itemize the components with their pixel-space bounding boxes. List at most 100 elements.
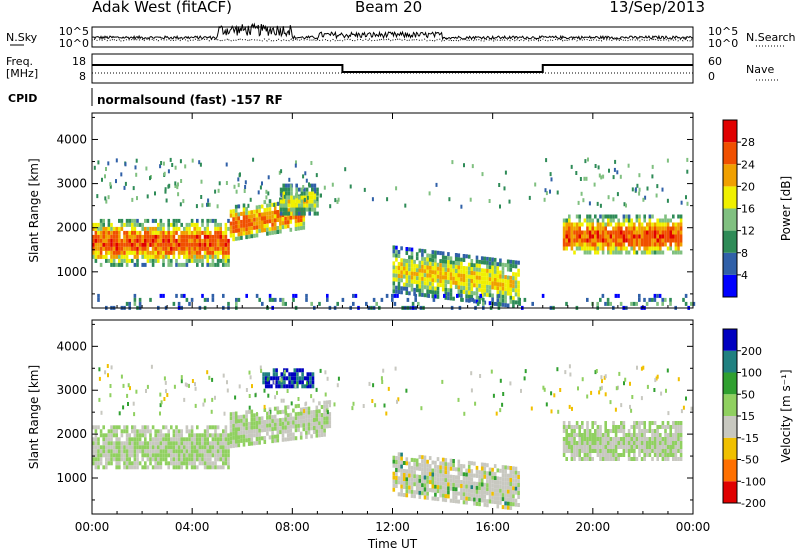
echo-cell <box>247 226 251 231</box>
echo-cell <box>622 429 626 433</box>
echo-cell <box>190 222 194 227</box>
echo-cell <box>486 268 489 273</box>
cpid-text: normalsound (fast) -157 RF <box>97 93 283 107</box>
echo-cell <box>622 218 626 223</box>
echo-cell <box>607 214 610 219</box>
echo-cell <box>452 487 455 491</box>
echo-cell <box>646 429 649 433</box>
echo-cell <box>266 411 269 416</box>
sparse-cell <box>638 187 641 192</box>
echo-cell <box>149 437 152 442</box>
echo-cell <box>643 250 646 255</box>
echo-cell <box>475 259 479 264</box>
echo-cell <box>496 278 500 283</box>
echo-cell <box>209 433 212 438</box>
echo-cell <box>216 254 220 259</box>
echo-cell <box>640 457 644 461</box>
echo-cell <box>664 429 667 433</box>
echo-cell <box>167 465 170 470</box>
echo-cell <box>426 459 429 464</box>
sparse-cell <box>263 404 266 409</box>
echo-cell <box>408 461 411 466</box>
echo-cell <box>478 494 481 499</box>
echo-cell <box>232 443 235 448</box>
echo-cell <box>594 238 597 243</box>
echo-cell <box>97 226 100 231</box>
echo-cell <box>159 437 163 442</box>
echo-cell <box>287 195 291 200</box>
echo-cell <box>159 226 163 231</box>
echo-cell <box>465 286 468 291</box>
sparse-cell <box>184 164 187 169</box>
echo-cell <box>638 222 641 227</box>
echo-cell <box>120 250 124 255</box>
echo-cell <box>237 220 241 225</box>
echo-cell <box>599 214 602 219</box>
echo-cell <box>491 471 494 476</box>
echo-cell <box>292 436 295 441</box>
echo-cell <box>162 226 165 231</box>
echo-cell <box>146 425 150 430</box>
echo-cell <box>462 480 466 485</box>
echo-cell <box>517 284 520 289</box>
echo-cell <box>583 230 587 235</box>
echo-cell <box>196 449 199 454</box>
echo-cell <box>596 449 600 453</box>
freq-label-2: [MHz] <box>6 67 38 80</box>
echo-cell <box>493 257 497 262</box>
echo-cell <box>423 265 427 270</box>
sparse-cell <box>218 181 221 186</box>
echo-cell <box>672 250 675 255</box>
echo-cell <box>227 242 230 247</box>
echo-cell <box>591 421 594 425</box>
echo-cell <box>578 433 581 437</box>
echo-cell <box>284 429 287 434</box>
echo-cell <box>92 437 95 442</box>
echo-cell <box>253 429 256 434</box>
echo-cell <box>170 238 173 243</box>
echo-cell <box>172 461 176 466</box>
echo-cell <box>586 453 589 457</box>
echo-cell <box>447 470 450 475</box>
sparse-cell <box>690 406 693 411</box>
echo-cell <box>578 230 581 235</box>
echo-cell <box>133 250 137 255</box>
echo-cell <box>299 218 303 223</box>
echo-cell <box>480 462 484 467</box>
echo-cell <box>313 211 317 216</box>
echo-cell <box>514 490 518 495</box>
echo-cell <box>400 464 403 469</box>
echo-cell <box>622 441 626 445</box>
echo-cell <box>288 372 291 377</box>
echo-cell <box>167 250 170 255</box>
echo-cell <box>222 433 225 438</box>
echo-cell <box>674 441 678 445</box>
echo-cell <box>478 271 481 276</box>
echo-cell <box>185 238 189 243</box>
echo-cell <box>323 400 326 405</box>
echo-cell <box>456 293 459 298</box>
echo-cell <box>318 301 321 306</box>
echo-cell <box>491 491 494 496</box>
echo-cell <box>465 468 468 473</box>
sparse-cell <box>276 390 278 395</box>
echo-cell <box>397 274 401 278</box>
echo-cell <box>607 218 610 223</box>
echo-cell <box>315 405 319 410</box>
echo-cell <box>128 234 131 239</box>
echo-cell <box>279 229 282 234</box>
echo-cell <box>656 433 659 437</box>
echo-cell <box>400 452 403 457</box>
echo-cell <box>92 453 95 458</box>
echo-cell <box>232 423 235 428</box>
sparse-cell <box>160 161 163 165</box>
echo-cell <box>504 303 507 308</box>
sparse-cell <box>329 204 332 209</box>
echo-cell <box>175 258 178 263</box>
echo-cell <box>395 460 398 464</box>
echo-cell <box>643 421 646 425</box>
echo-cell <box>190 218 194 223</box>
echo-cell <box>436 262 440 267</box>
sparse-cell <box>251 384 253 389</box>
echo-cell <box>575 453 579 457</box>
